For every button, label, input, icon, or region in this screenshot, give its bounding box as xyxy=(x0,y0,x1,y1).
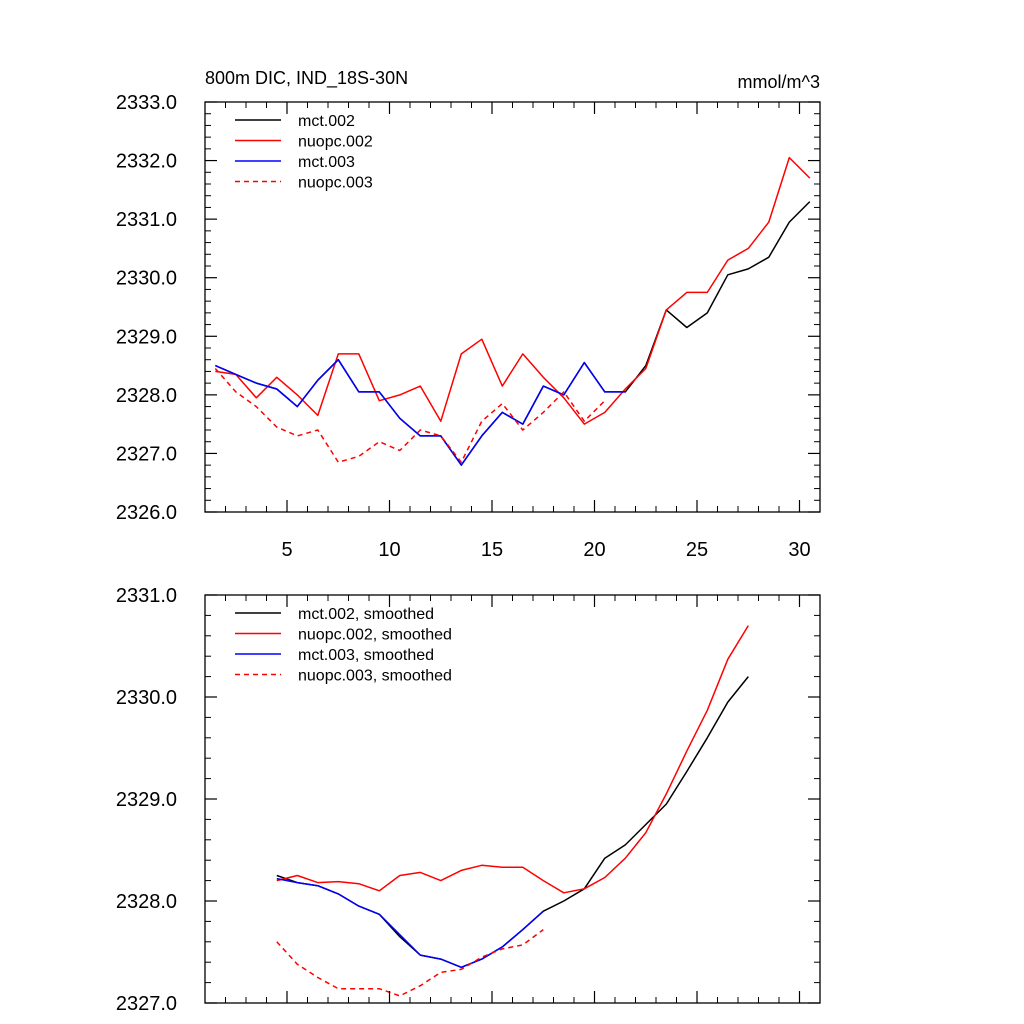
plot-panel-1: 2326.0 2327.0 2328.0 2329.0 2330.0 2331.0 2332… xyxy=(116,92,821,561)
legend-label: nuopc.003, smoothed xyxy=(298,668,452,685)
series-line-1 xyxy=(276,676,749,969)
legend-label: nuopc.002 xyxy=(298,134,373,151)
plot-panel-2: 2327.0 2328.0 2329.0 2330.0 2331.0 mct.002, s… xyxy=(116,585,821,1015)
x-tick-label: 30 xyxy=(788,539,810,561)
legend-label: mct.003 xyxy=(298,154,355,171)
x-tick-label: 20 xyxy=(583,539,605,561)
legend-label: mct.002 xyxy=(298,113,355,130)
y-tick-label: 2331.0 xyxy=(116,585,177,607)
y-tick-label: 2327.0 xyxy=(116,993,177,1015)
series-line-4 xyxy=(276,928,544,997)
y-tick-label: 2329.0 xyxy=(116,326,177,348)
series-line-3 xyxy=(215,358,626,466)
series-line-2 xyxy=(215,156,811,425)
y-tick-label: 2329.0 xyxy=(116,789,177,811)
units-label: mmol/m^3 xyxy=(738,72,820,92)
y-tick-label: 2328.0 xyxy=(116,891,177,913)
legend-label: mct.003, smoothed xyxy=(298,647,434,664)
y-tick-label: 2331.0 xyxy=(116,209,177,231)
y-tick-label: 2330.0 xyxy=(116,268,177,290)
x-tick-label: 15 xyxy=(481,539,503,561)
y-tick-label: 2327.0 xyxy=(116,443,177,465)
y-tick-label: 2330.0 xyxy=(116,687,177,709)
y-tick-label: 2328.0 xyxy=(116,385,177,407)
legend-label: nuopc.003 xyxy=(298,175,373,192)
y-tick-label: 2333.0 xyxy=(116,92,177,114)
x-tick-label: 5 xyxy=(281,539,292,561)
x-tick-label: 25 xyxy=(686,539,708,561)
series-line-1 xyxy=(215,201,811,466)
x-tick-label: 10 xyxy=(378,539,400,561)
y-tick-label: 2326.0 xyxy=(116,502,177,524)
series-line-2 xyxy=(276,625,749,894)
y-tick-label: 2332.0 xyxy=(116,151,177,173)
chart-title: 800m DIC, IND_18S-30N xyxy=(205,68,408,89)
series-line-3 xyxy=(276,877,544,969)
legend-label: mct.002, smoothed xyxy=(298,606,434,623)
legend-label: nuopc.002, smoothed xyxy=(298,627,452,644)
series-line-4 xyxy=(214,368,606,463)
